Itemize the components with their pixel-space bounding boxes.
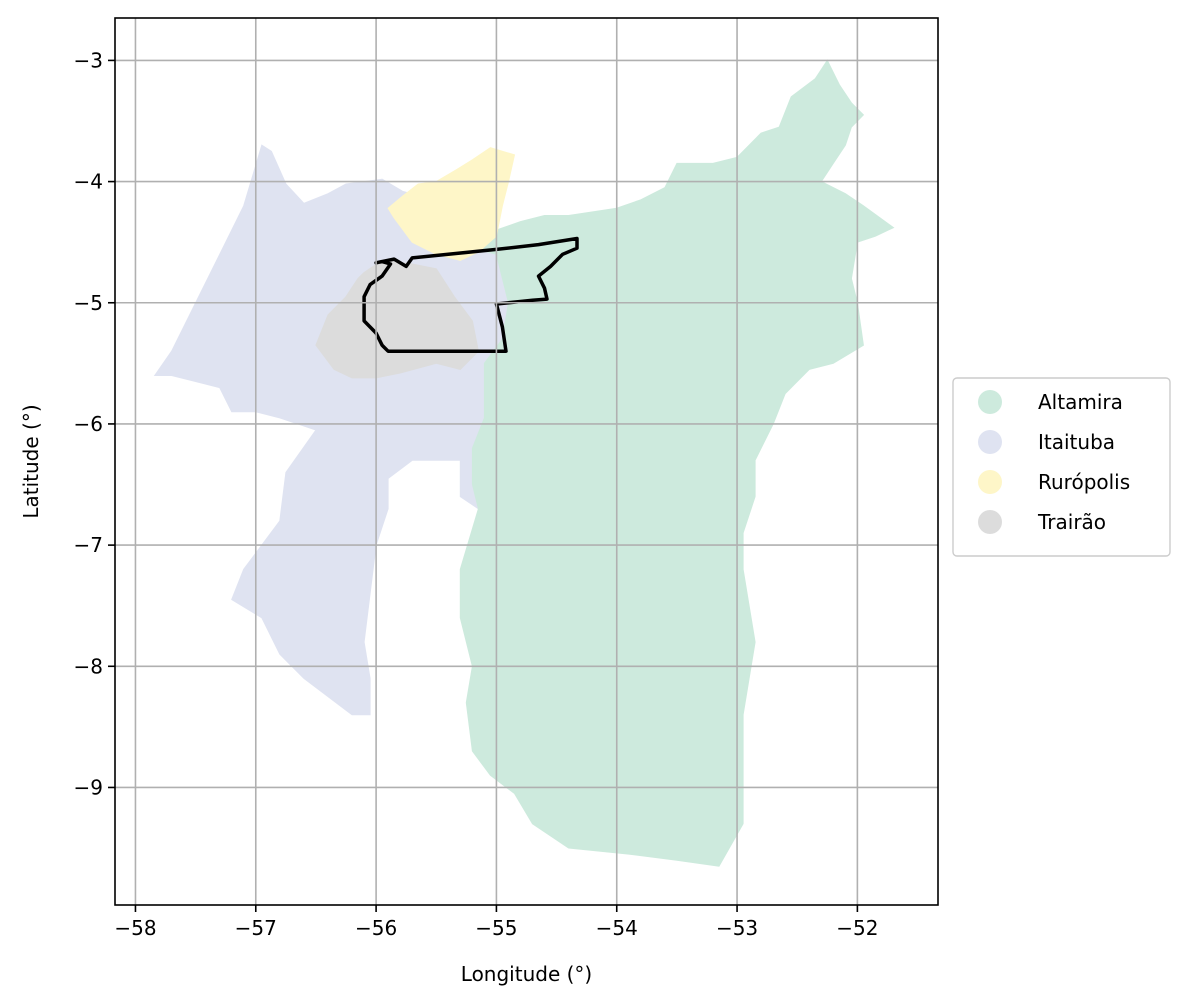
legend-marker-altamira [978, 390, 1002, 414]
x-axis-ticks: −58 −57 −56 −55 −54 −53 −52 [114, 905, 878, 940]
grid-lines [115, 18, 938, 905]
region-altamira [459, 59, 895, 867]
legend-label-trairao: Trairão [1037, 510, 1106, 534]
x-tick-label: −53 [716, 916, 758, 940]
x-tick-label: −55 [475, 916, 517, 940]
region-trairao [315, 259, 479, 379]
x-tick-label: −54 [596, 916, 638, 940]
y-tick-label: −8 [74, 654, 103, 678]
x-tick-label: −52 [836, 916, 878, 940]
axes-frame [114, 17, 939, 906]
y-tick-label: −5 [74, 291, 103, 315]
x-axis-title: Longitude (°) [461, 962, 592, 986]
legend-label-ruropolis: Rurópolis [1038, 470, 1130, 494]
y-tick-label: −6 [74, 412, 103, 436]
legend-marker-trairao [978, 510, 1002, 534]
legend-label-altamira: Altamira [1038, 390, 1123, 414]
regions-layer [153, 59, 895, 867]
legend-box [952, 377, 1171, 557]
x-tick-label: −58 [114, 916, 156, 940]
x-tick-label: −56 [355, 916, 397, 940]
x-tick-label: −57 [235, 916, 277, 940]
y-tick-label: −3 [74, 48, 103, 72]
legend-marker-itaituba [978, 430, 1002, 454]
legend-label-itaituba: Itaituba [1038, 430, 1115, 454]
y-tick-label: −4 [74, 170, 103, 194]
y-axis-ticks: −3 −4 −5 −6 −7 −8 −9 [74, 48, 115, 799]
legend-marker-ruropolis [978, 470, 1002, 494]
legend: Altamira Itaituba Rurópolis Trairão [952, 377, 1171, 557]
y-tick-label: −9 [74, 775, 103, 799]
y-tick-label: −7 [74, 533, 103, 557]
y-axis-title: Latitude (°) [19, 404, 43, 518]
